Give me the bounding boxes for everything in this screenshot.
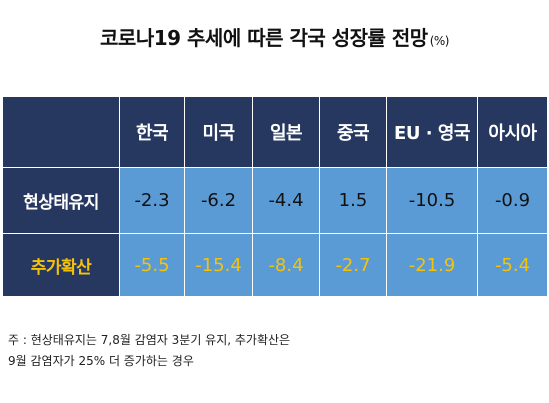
row-label-status-quo: 현상태유지 — [2, 167, 120, 234]
table-header-row: 한국 미국 일본 중국 EU · 영국 아시아 — [2, 96, 548, 168]
column-header: 중국 — [319, 96, 387, 168]
footnote-line: 주 : 현상태유지는 7,8월 감염자 3분기 유지, 추가확산은 — [8, 333, 291, 347]
data-cell: -5.5 — [119, 233, 185, 297]
table-row: 추가확산 -5.5 -15.4 -8.4 -2.7 -21.9 -5.4 — [2, 233, 548, 297]
data-cell: -0.9 — [477, 167, 548, 234]
column-header: 아시아 — [477, 96, 548, 168]
data-cell: -5.4 — [477, 233, 548, 297]
data-cell: -2.3 — [119, 167, 185, 234]
unit-label: (%) — [429, 34, 450, 48]
column-header: 한국 — [119, 96, 185, 168]
footnote: 주 : 현상태유지는 7,8월 감염자 3분기 유지, 추가확산은 9월 감염자… — [8, 330, 290, 372]
data-cell: -4.4 — [252, 167, 320, 234]
chart-title: 코로나19 추세에 따른 각국 성장률 전망 (%) — [0, 22, 549, 51]
data-cell: -6.2 — [184, 167, 253, 234]
data-cell: 1.5 — [319, 167, 387, 234]
data-cell: -21.9 — [386, 233, 478, 297]
column-header: 미국 — [184, 96, 253, 168]
data-cell: -15.4 — [184, 233, 253, 297]
footnote-line: 9월 감염자가 25% 더 증가하는 경우 — [8, 354, 194, 368]
data-cell: -10.5 — [386, 167, 478, 234]
corner-cell — [2, 96, 120, 168]
row-label-further-spread: 추가확산 — [2, 233, 120, 297]
column-header: 일본 — [252, 96, 320, 168]
column-header: EU · 영국 — [386, 96, 478, 168]
data-cell: -2.7 — [319, 233, 387, 297]
chart-title-text: 코로나19 추세에 따른 각국 성장률 전망 — [100, 26, 428, 50]
table-row: 현상태유지 -2.3 -6.2 -4.4 1.5 -10.5 -0.9 — [2, 167, 548, 234]
data-cell: -8.4 — [252, 233, 320, 297]
growth-forecast-table: 한국 미국 일본 중국 EU · 영국 아시아 현상태유지 -2.3 -6.2 … — [2, 96, 548, 297]
